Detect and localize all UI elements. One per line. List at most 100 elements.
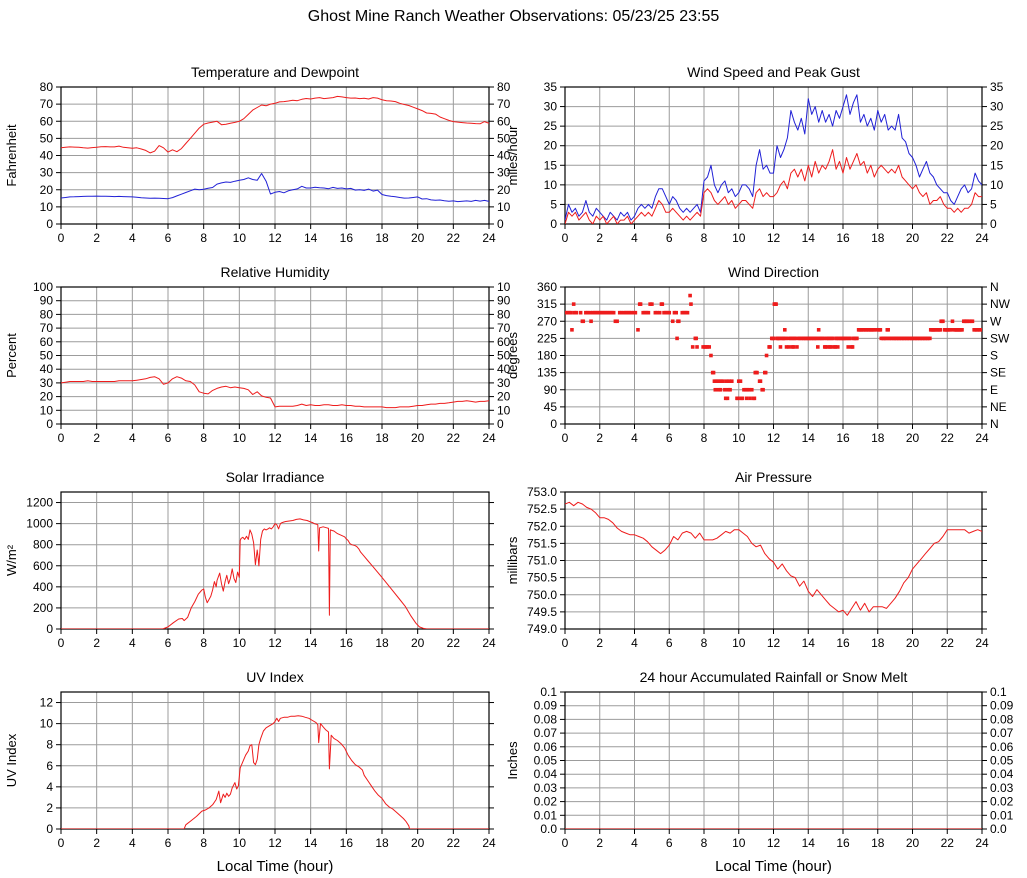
x-tick-label: 4 — [631, 636, 638, 650]
x-tick-label: 10 — [233, 231, 247, 245]
y-tick-label: 30 — [40, 376, 54, 390]
x-tick-label: 24 — [975, 836, 989, 850]
x-tick-label: 24 — [482, 431, 496, 445]
y-tick-label-right: NE — [990, 400, 1007, 414]
y-tick-label: 0 — [46, 217, 53, 231]
x-tick-label: 2 — [93, 231, 100, 245]
x-tick-label: 4 — [631, 231, 638, 245]
x-tick-label: 0 — [562, 231, 569, 245]
chart-relative-humidity: 0102030405060708090100010203040506070809… — [4, 264, 510, 445]
y-tick-label: 10 — [40, 717, 54, 731]
x-tick-label: 10 — [732, 231, 746, 245]
y-tick-label: 752.5 — [527, 502, 557, 516]
x-tick-label: 8 — [701, 231, 708, 245]
x-tick-label: 18 — [871, 231, 885, 245]
x-tick-label: 6 — [165, 231, 172, 245]
x-tick-label: 14 — [802, 636, 816, 650]
y-tick-label: 6 — [46, 759, 53, 773]
y-tick-label: 1000 — [26, 517, 53, 531]
chart-title: 24 hour Accumulated Rainfall or Snow Mel… — [640, 669, 908, 685]
x-tick-label: 12 — [767, 836, 781, 850]
x-tick-label: 8 — [200, 231, 207, 245]
x-tick-label: 10 — [732, 431, 746, 445]
y-tick-label: 40 — [40, 362, 54, 376]
y-tick-label: 80 — [40, 80, 54, 94]
y-tick-label-right: N — [990, 417, 999, 431]
y-axis-label: Inches — [505, 741, 520, 780]
x-tick-label: 22 — [447, 636, 461, 650]
y-tick-label: 10 — [40, 200, 54, 214]
x-tick-label: 10 — [732, 636, 746, 650]
x-tick-label: 2 — [93, 431, 100, 445]
x-tick-label: 18 — [375, 836, 389, 850]
y-tick-label-right: 30 — [497, 376, 510, 390]
y-tick-label: 360 — [537, 280, 557, 294]
x-tick-label: 18 — [871, 431, 885, 445]
x-tick-label: 4 — [631, 431, 638, 445]
y-tick-label-right: 80 — [497, 80, 510, 94]
y-tick-label-right: 60 — [497, 335, 510, 349]
x-tick-label: 16 — [340, 836, 354, 850]
y-tick-label: 750.5 — [527, 571, 557, 585]
y-tick-label-right: E — [990, 383, 998, 397]
y-tick-label-right: 10 — [497, 200, 510, 214]
x-tick-label: 22 — [447, 231, 461, 245]
y-tick-label-right: S — [990, 349, 998, 363]
y-axis-label: Fahrenheit — [4, 124, 19, 187]
series-temperature — [61, 95, 489, 154]
x-tick-label: 0 — [58, 231, 65, 245]
y-tick-label: 0.02 — [534, 795, 558, 809]
series-irradiance — [61, 518, 489, 629]
x-tick-label: 2 — [596, 431, 603, 445]
y-axis-label: miles/hour — [505, 125, 520, 186]
y-tick-label-right: 100 — [497, 280, 510, 294]
y-tick-label-right: 20 — [990, 139, 1004, 153]
x-tick-label: 24 — [482, 836, 496, 850]
y-tick-label-right: 0.0 — [990, 822, 1007, 836]
x-tick-label: 22 — [447, 836, 461, 850]
x-axis-label: Local Time (hour) — [217, 858, 334, 875]
y-tick-label-right: 50 — [497, 131, 510, 145]
y-tick-label-right: 0 — [990, 217, 997, 231]
x-tick-label: 16 — [836, 636, 850, 650]
x-tick-label: 8 — [701, 836, 708, 850]
y-tick-label: 35 — [544, 80, 558, 94]
y-tick-label-right: W — [990, 314, 1002, 328]
y-tick-label-right: 0.06 — [990, 740, 1014, 754]
series-pressure — [565, 501, 982, 616]
y-tick-label-right: 90 — [497, 294, 510, 308]
y-tick-label-right: 5 — [990, 197, 997, 211]
y-tick-label: 30 — [40, 166, 54, 180]
y-tick-label: 20 — [544, 139, 558, 153]
x-tick-label: 22 — [941, 431, 955, 445]
y-tick-label: 800 — [33, 538, 53, 552]
x-tick-label: 2 — [93, 836, 100, 850]
x-tick-label: 20 — [411, 636, 425, 650]
y-tick-label: 50 — [40, 349, 54, 363]
x-tick-label: 0 — [58, 836, 65, 850]
page-title: Ghost Mine Ranch Weather Observations: 0… — [307, 8, 720, 25]
x-tick-label: 12 — [767, 431, 781, 445]
chart-title: Solar Irradiance — [226, 469, 325, 485]
x-tick-label: 18 — [871, 836, 885, 850]
series-peak_gust — [565, 94, 982, 221]
y-tick-label: 100 — [33, 280, 53, 294]
x-tick-label: 18 — [375, 231, 389, 245]
x-tick-label: 8 — [200, 636, 207, 650]
y-tick-label: 10 — [40, 403, 54, 417]
y-tick-label: 0 — [46, 822, 53, 836]
y-tick-label-right: 0.02 — [990, 795, 1014, 809]
x-tick-label: 14 — [802, 231, 816, 245]
x-tick-label: 18 — [375, 636, 389, 650]
y-tick-label: 70 — [40, 321, 54, 335]
y-tick-label: 40 — [40, 149, 54, 163]
y-tick-label: 60 — [40, 335, 54, 349]
x-tick-label: 14 — [304, 231, 318, 245]
y-tick-label: 749.0 — [527, 622, 557, 636]
y-tick-label: 70 — [40, 97, 54, 111]
x-tick-label: 22 — [941, 231, 955, 245]
y-tick-label-right: 0.07 — [990, 726, 1014, 740]
y-tick-label-right: 70 — [497, 97, 510, 111]
x-tick-label: 20 — [906, 231, 920, 245]
